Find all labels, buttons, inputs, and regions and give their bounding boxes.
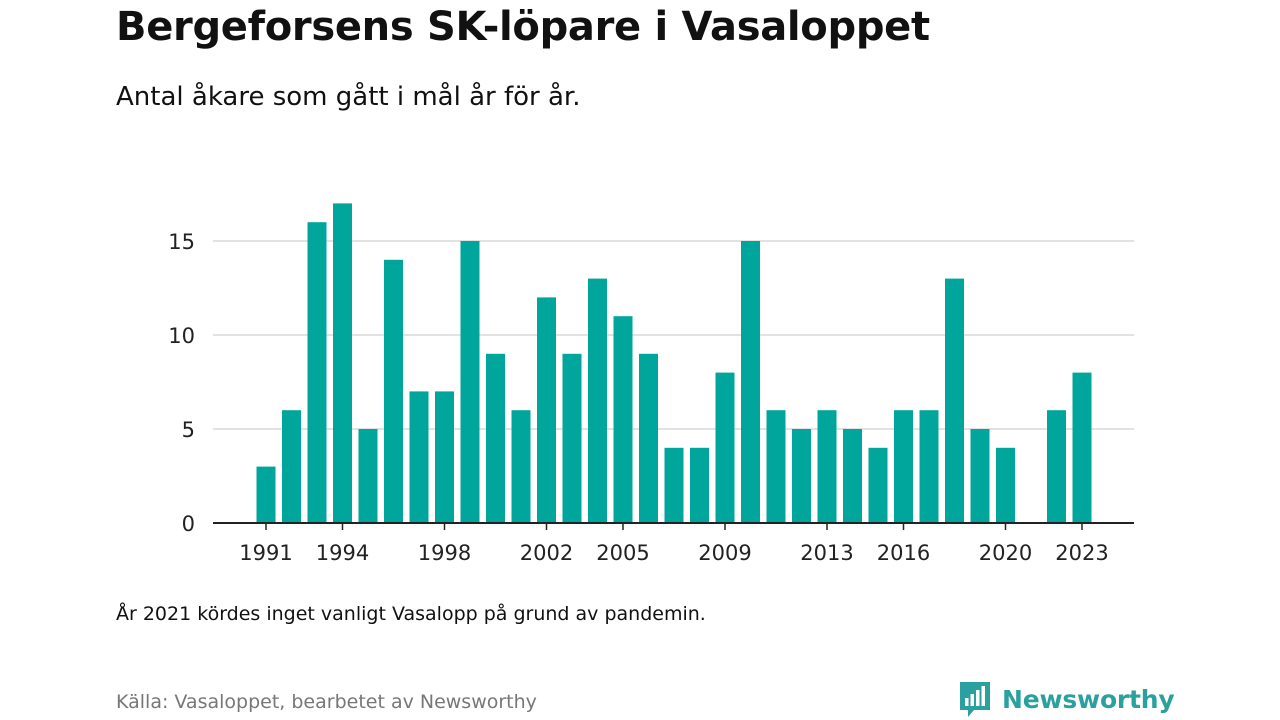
x-tick-label: 2016	[877, 541, 930, 565]
bar-2014	[843, 429, 862, 523]
bar-2006	[639, 353, 658, 523]
newsworthy-logo: Newsworthy	[958, 679, 1175, 719]
bar-2010	[741, 241, 760, 523]
newsworthy-logo-icon	[960, 682, 990, 717]
bar-2000	[486, 353, 505, 523]
bar-2023	[1072, 372, 1092, 523]
x-tick-label: 2023	[1055, 541, 1108, 565]
chart-subtitle: Antal åkare som gått i mål år för år.	[116, 82, 581, 112]
bar-1993	[307, 222, 327, 523]
x-tick-label: 1991	[239, 541, 292, 565]
brand-name: Newsworthy	[1002, 684, 1175, 714]
bar-2011	[766, 410, 786, 523]
bar-2008	[690, 447, 709, 523]
x-tick-label: 2009	[698, 541, 751, 565]
bar-2017	[919, 410, 939, 523]
axes: 0 5 10 15 1991 1994 1998 2002 2005 2009 2013 2016 20…	[168, 230, 1134, 565]
y-tick-label: 15	[168, 230, 195, 254]
bar-2007	[664, 447, 684, 523]
x-tick-label: 2020	[979, 541, 1032, 565]
bar-1991	[256, 466, 276, 523]
bar-2018	[945, 278, 964, 523]
bar-2003	[562, 353, 582, 523]
y-tick-label: 5	[182, 418, 195, 442]
x-tick-label: 2002	[520, 541, 573, 565]
y-tick-label: 0	[182, 512, 195, 536]
bar-2004	[588, 278, 607, 523]
source-text: Källa: Vasaloppet, bearbetet av Newswort…	[116, 691, 537, 713]
bar-2015	[868, 447, 888, 523]
bar-2012	[792, 429, 811, 523]
y-tick-label: 10	[168, 324, 195, 348]
bar-1997	[409, 391, 429, 523]
bars	[256, 203, 1092, 523]
bar-2020	[996, 447, 1015, 523]
bar-2016	[894, 410, 913, 523]
bar-1995	[358, 429, 378, 523]
x-tick-label: 2013	[800, 541, 853, 565]
bar-2013	[817, 410, 837, 523]
bar-2022	[1047, 410, 1066, 523]
bar-1998	[435, 391, 454, 523]
bar-1992	[282, 410, 301, 523]
bar-2001	[511, 410, 531, 523]
bar-2005	[613, 316, 633, 523]
x-tick-label: 1994	[316, 541, 369, 565]
bar-2019	[970, 429, 990, 523]
x-tick-label: 1998	[418, 541, 471, 565]
chart-title: Bergeforsens SK-löpare i Vasaloppet	[116, 4, 930, 50]
chart-note: År 2021 kördes inget vanligt Vasalopp på…	[116, 603, 706, 625]
bar-2002	[537, 297, 556, 523]
bar-1999	[460, 241, 480, 523]
bar-chart: 0 5 10 15 1991 1994 1998 2002 2005 2009 2013 2016 20…	[168, 203, 1134, 565]
bar-2009	[715, 372, 735, 523]
bar-1996	[384, 259, 403, 523]
x-tick-label: 2005	[596, 541, 649, 565]
bar-1994	[333, 203, 352, 523]
